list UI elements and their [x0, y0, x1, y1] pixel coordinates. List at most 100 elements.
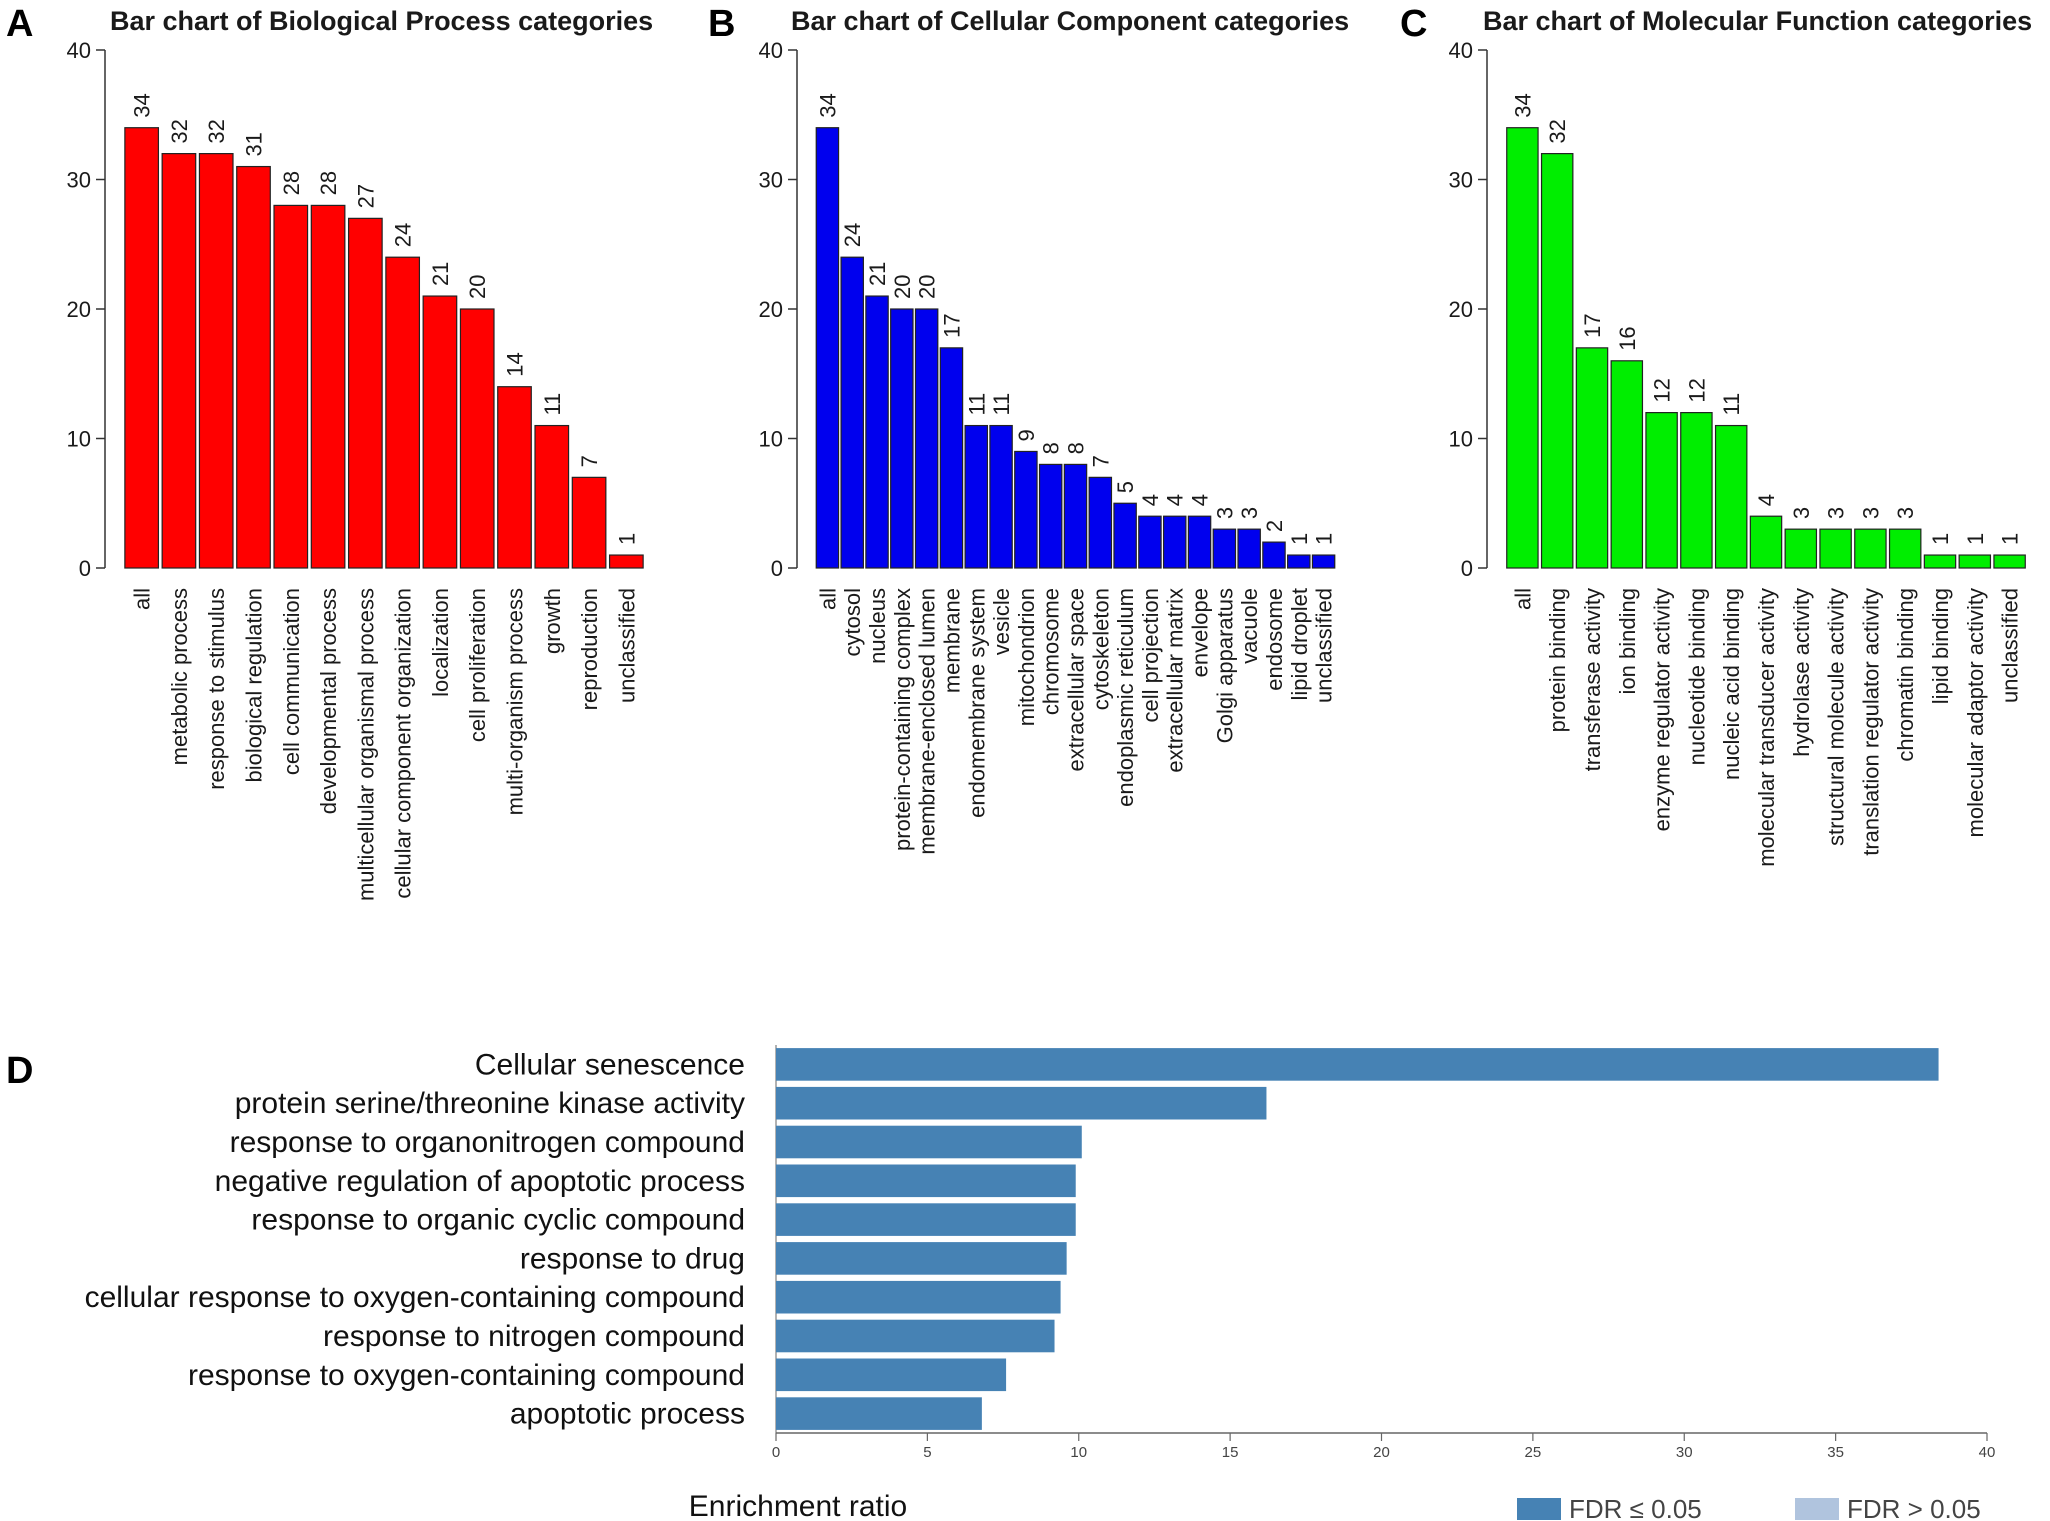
bar-b	[840, 256, 864, 569]
bar-b	[1311, 554, 1336, 569]
category-label-d: apoptotic process	[510, 1398, 745, 1431]
category-label-c: transferase activity	[1580, 588, 1605, 771]
data-label-b: 9	[1014, 429, 1039, 441]
bar-d	[776, 1048, 1939, 1081]
bar-b	[865, 295, 889, 569]
bar-d	[776, 1358, 1007, 1392]
legend-d: FDR ≤ 0.05 FDR > 0.05	[1517, 1494, 1981, 1521]
bar-b	[914, 308, 939, 569]
data-label-c: 1	[1998, 533, 2023, 545]
category-label-c: all	[1510, 588, 1535, 610]
category-label-b: Golgi apparatus	[1212, 588, 1237, 743]
bar-b	[1287, 554, 1311, 569]
bar-c	[1888, 528, 1922, 569]
legend-swatch-d	[1795, 1498, 1839, 1520]
category-label-d: response to organic cyclic compound	[251, 1204, 745, 1237]
data-label-b: 4	[1138, 494, 1163, 506]
data-label-b: 5	[1113, 481, 1138, 493]
x-axis-title-d: Enrichment ratio	[689, 1490, 907, 1521]
bar-b	[989, 424, 1013, 569]
x-tick-label-d: 15	[1222, 1444, 1239, 1461]
data-label-b: 4	[1188, 494, 1213, 506]
bar-a	[161, 153, 197, 569]
category-label-d: response to nitrogen compound	[323, 1320, 745, 1353]
data-label-b: 21	[865, 262, 890, 286]
data-label-c: 1	[1928, 533, 1953, 545]
x-tick-label-d: 40	[1979, 1444, 1996, 1461]
bar-b	[1014, 450, 1038, 569]
category-label-a: biological regulation	[242, 588, 267, 782]
y-tick-label-b: 20	[759, 297, 783, 322]
data-label-b: 2	[1262, 520, 1287, 532]
category-label-b: endoplasmic reticulum	[1113, 588, 1138, 807]
data-label-b: 7	[1088, 455, 1113, 467]
data-label-b: 20	[890, 275, 915, 299]
category-label-d: cellular response to oxygen-containing c…	[85, 1281, 745, 1314]
data-label-a: 32	[204, 119, 229, 143]
bar-d	[776, 1164, 1076, 1198]
category-label-b: endosome	[1262, 588, 1287, 691]
category-label-c: unclassified	[1998, 588, 2023, 703]
bar-b	[964, 424, 989, 569]
category-label-a: unclassified	[614, 588, 639, 703]
bar-b	[1262, 541, 1286, 569]
bar-b	[1088, 476, 1113, 569]
chart-c: C Bar chart of Molecular Function categor…	[1400, 3, 2032, 867]
data-label-b: 1	[1312, 533, 1337, 545]
bar-a	[124, 127, 160, 569]
data-label-b: 34	[815, 93, 840, 117]
data-label-a: 24	[391, 223, 416, 247]
category-label-c: enzyme regulator activity	[1650, 588, 1675, 831]
bar-c	[1993, 554, 2026, 569]
bar-d	[776, 1125, 1082, 1159]
bar-b	[939, 347, 964, 569]
category-label-b: chromosome	[1039, 588, 1064, 715]
chart-a: A Bar chart of Biological Process categor…	[6, 3, 653, 901]
category-label-b: envelope	[1188, 588, 1213, 677]
bar-b	[815, 127, 840, 569]
data-label-a: 21	[428, 262, 453, 286]
bar-c	[1854, 528, 1887, 569]
y-tick-label-c: 0	[1461, 556, 1473, 581]
category-label-c: structural molecule activity	[1824, 588, 1849, 846]
category-label-b: extracellular matrix	[1163, 588, 1188, 773]
category-label-a: multicellular organismal process	[353, 588, 378, 901]
category-label-b: endomembrane system	[964, 588, 989, 818]
bar-d	[776, 1242, 1067, 1275]
bar-b	[1038, 463, 1063, 569]
y-tick-label-a: 30	[67, 168, 91, 193]
bar-c	[1575, 347, 1609, 569]
category-label-a: multi-organism process	[503, 588, 528, 815]
category-label-b: cytoskeleton	[1088, 588, 1113, 710]
data-label-c: 12	[1684, 378, 1709, 402]
category-label-a: all	[130, 588, 155, 610]
category-label-a: cell communication	[279, 588, 304, 775]
panel-letter-b: B	[708, 3, 735, 45]
bar-c	[1610, 360, 1644, 569]
category-label-a: cell proliferation	[465, 588, 490, 742]
y-tick-label-b: 0	[771, 556, 783, 581]
legend-label-d: FDR > 0.05	[1847, 1494, 1981, 1521]
y-tick-label-a: 20	[67, 297, 91, 322]
bar-b	[1187, 515, 1212, 569]
x-tick-label-d: 30	[1676, 1444, 1693, 1461]
category-label-a: developmental process	[316, 588, 341, 814]
bar-a	[497, 386, 532, 569]
data-label-b: 17	[939, 313, 964, 337]
category-label-c: hydrolase activity	[1789, 588, 1814, 757]
y-tick-label-a: 10	[67, 427, 91, 452]
data-label-b: 8	[1064, 442, 1089, 454]
category-label-b: lipid droplet	[1287, 588, 1312, 701]
x-tick-label-d: 20	[1373, 1444, 1390, 1461]
data-label-b: 3	[1212, 507, 1237, 519]
category-label-a: growth	[540, 588, 565, 654]
data-label-b: 4	[1163, 494, 1188, 506]
category-label-b: extracellular space	[1064, 588, 1089, 771]
data-label-c: 1	[1963, 533, 1988, 545]
category-label-b: cytosol	[840, 588, 865, 656]
data-label-c: 34	[1510, 93, 1535, 117]
category-label-c: chromatin binding	[1893, 588, 1918, 762]
bar-a	[608, 554, 644, 569]
bar-d	[776, 1203, 1076, 1236]
data-label-a: 11	[540, 393, 565, 416]
